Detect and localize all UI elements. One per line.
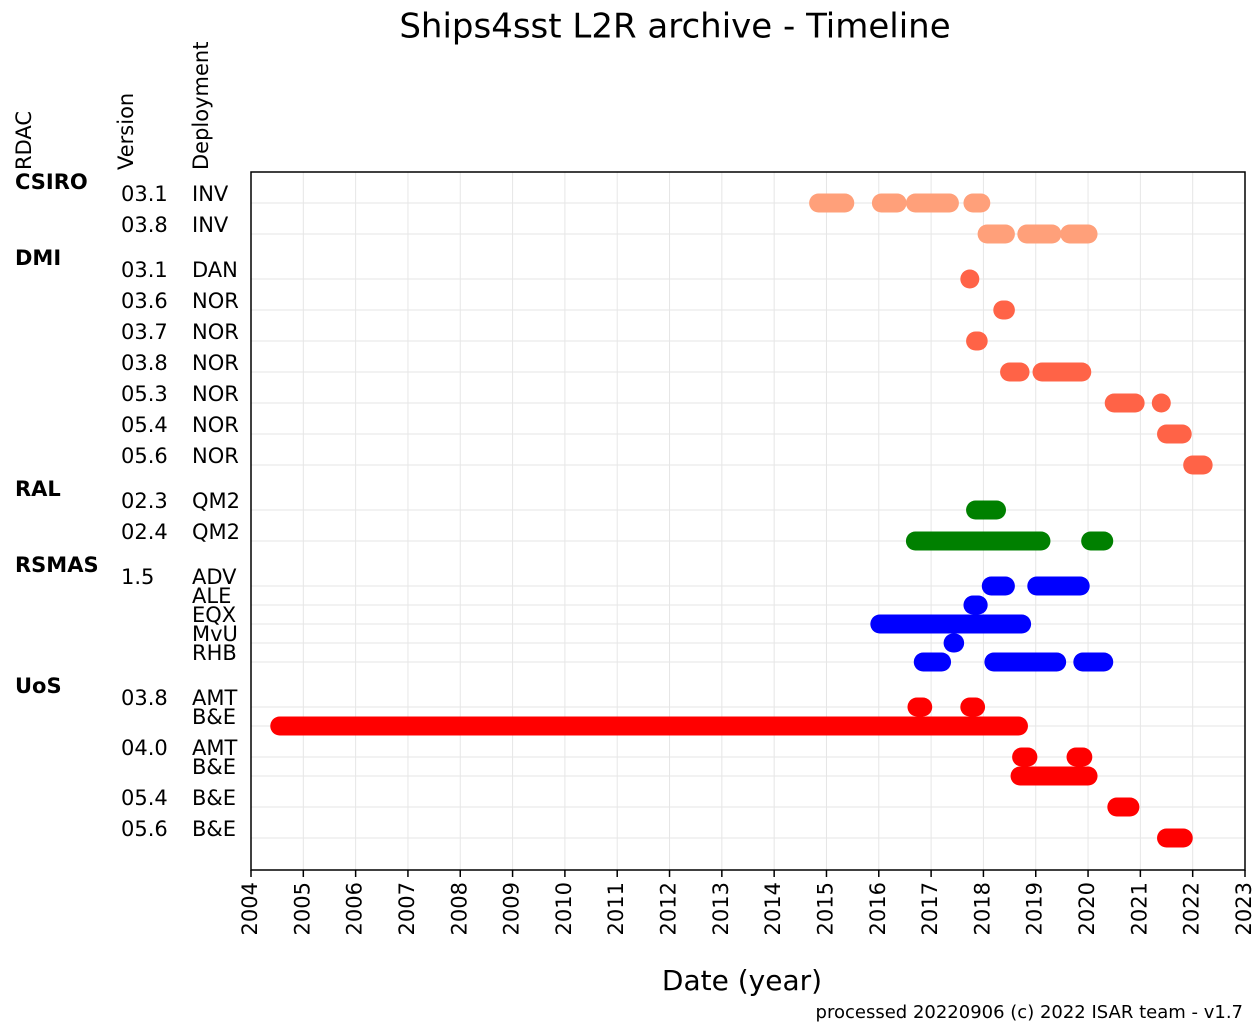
group-label: RSMAS [15,553,99,577]
x-tick-label: 2018 [970,882,994,935]
deployment-label: AMT [192,686,237,710]
x-tick-label: 2021 [1127,882,1151,935]
version-label: 05.6 [121,817,168,841]
x-tick-label: 2014 [761,882,785,935]
x-tick-label: 2006 [343,882,367,935]
chart-title: Ships4sst L2R archive - Timeline [399,7,950,47]
x-tick-label: 2009 [500,882,524,935]
x-axis-label: Date (year) [662,964,822,997]
deployment-label: DAN [192,258,238,282]
version-label: 03.8 [121,351,168,375]
deployment-label: AMT [192,736,237,760]
column-header: RDAC [12,111,36,170]
version-label: 05.3 [121,382,168,406]
version-label: 02.3 [121,489,168,513]
version-label: 03.1 [121,258,168,282]
version-label: 1.5 [121,565,154,589]
group-label: RAL [15,477,61,501]
deployment-label: QM2 [192,489,240,513]
x-tick-label: 2004 [238,882,262,935]
x-tick-label: 2013 [709,882,733,935]
column-header: Deployment [189,42,213,170]
group-label: DMI [15,246,61,270]
version-label: 05.4 [121,786,168,810]
plot-frame [250,171,1246,871]
deployment-label: INV [192,182,229,206]
version-label: 03.1 [121,182,168,206]
x-tick-label: 2022 [1180,882,1204,935]
deployment-label: NOR [192,289,239,313]
x-tick-label: 2007 [395,882,419,935]
version-label: 03.8 [121,686,168,710]
x-tick-label: 2008 [447,882,471,935]
x-tick-label: 2023 [1232,882,1253,935]
deployment-label: ALE [192,584,231,608]
column-header: Version [114,93,138,170]
x-tick-label: 2019 [1023,882,1047,935]
x-tick-label: 2010 [552,882,576,935]
x-tick-label: 2020 [1075,882,1099,935]
deployment-label: EQX [192,603,236,627]
x-tick-label: 2012 [657,882,681,935]
deployment-label: B&E [192,786,236,810]
group-label: CSIRO [15,170,88,194]
deployment-label: NOR [192,351,239,375]
deployment-label: QM2 [192,520,240,544]
deployment-label: NOR [192,320,239,344]
version-label: 05.4 [121,413,168,437]
deployment-label: NOR [192,382,239,406]
version-label: 03.8 [121,213,168,237]
group-label: UoS [15,674,62,698]
deployment-label: INV [192,213,229,237]
deployment-label: MvU [192,622,238,646]
footer: processed 20220906 (c) 2022 ISAR team - … [816,1002,1243,1023]
version-label: 04.0 [121,736,168,760]
x-tick-label: 2005 [290,882,314,935]
x-tick-label: 2016 [866,882,890,935]
deployment-label: B&E [192,755,236,779]
version-label: 03.6 [121,289,168,313]
deployment-label: ADV [192,565,237,589]
version-label: 03.7 [121,320,168,344]
deployment-label: B&E [192,705,236,729]
version-label: 05.6 [121,444,168,468]
x-tick-label: 2017 [918,882,942,935]
x-tick-label: 2011 [604,882,628,935]
version-label: 02.4 [121,520,168,544]
deployment-label: NOR [192,444,239,468]
deployment-label: RHB [192,641,237,665]
deployment-label: B&E [192,817,236,841]
x-tick-label: 2015 [813,882,837,935]
deployment-label: NOR [192,413,239,437]
